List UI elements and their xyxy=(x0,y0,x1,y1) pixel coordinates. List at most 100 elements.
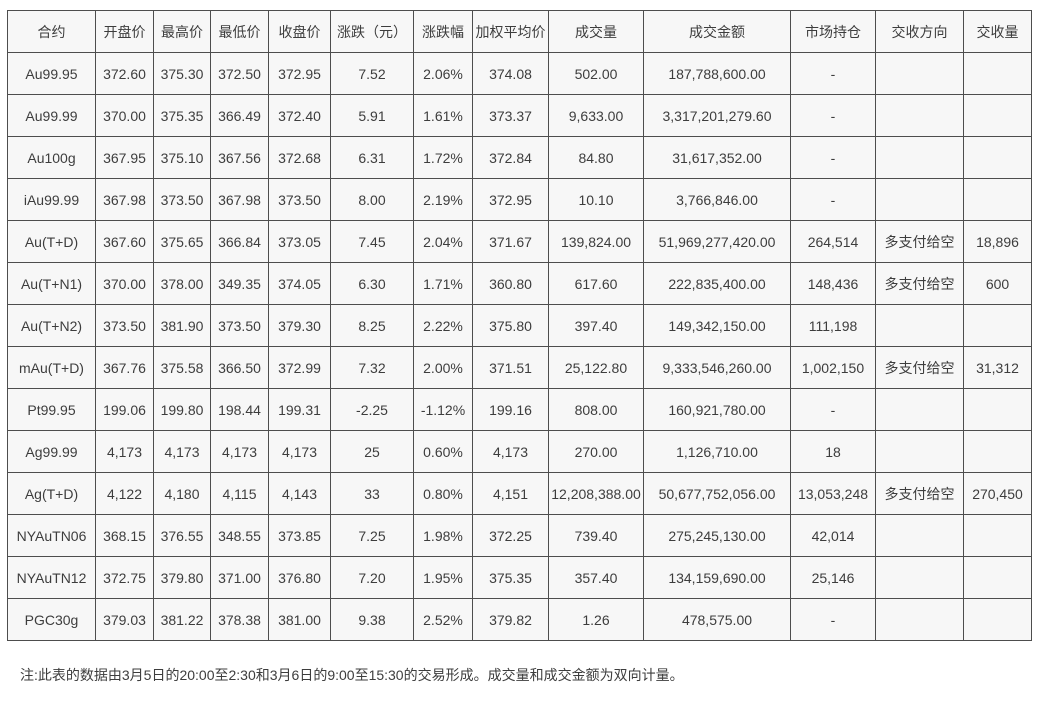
table-cell: 111,198 xyxy=(790,304,876,347)
table-cell: Au(T+N2) xyxy=(7,304,96,347)
column-header: 最低价 xyxy=(210,10,269,53)
table-row: iAu99.99 367.98 373.50 367.98 373.50 8.00 2.19… xyxy=(7,178,1032,221)
table-cell: 4,173 xyxy=(153,430,211,473)
table-cell: PGC30g xyxy=(7,598,96,641)
table-cell: 1.95% xyxy=(413,556,473,599)
column-header: 合约 xyxy=(7,10,96,53)
table-cell: 9,633.00 xyxy=(548,94,644,137)
table-cell: 600 xyxy=(963,262,1032,305)
table-cell: 381.22 xyxy=(153,598,211,641)
table-cell: Ag99.99 xyxy=(7,430,96,473)
table-cell: 222,835,400.00 xyxy=(643,262,791,305)
table-cell: Au(T+N1) xyxy=(7,262,96,305)
table-cell: 367.76 xyxy=(95,346,154,389)
table-cell: 187,788,600.00 xyxy=(643,52,791,95)
table-cell xyxy=(875,598,964,641)
table-cell: 381.90 xyxy=(153,304,211,347)
table-cell: 134,159,690.00 xyxy=(643,556,791,599)
table-cell: 1.71% xyxy=(413,262,473,305)
table-row: Au100g 367.95 375.10 367.56 372.68 6.31 1.72% 3… xyxy=(7,136,1032,179)
column-header: 交收方向 xyxy=(875,10,964,53)
table-cell: 376.55 xyxy=(153,514,211,557)
table-cell: 4,180 xyxy=(153,472,211,515)
table-cell: 8.00 xyxy=(330,178,414,221)
table-cell: 9,333,546,260.00 xyxy=(643,346,791,389)
table-cell: 375.80 xyxy=(472,304,549,347)
table-cell: NYAuTN06 xyxy=(7,514,96,557)
table-cell: 370.00 xyxy=(95,94,154,137)
table-cell xyxy=(963,598,1032,641)
table-cell: 9.38 xyxy=(330,598,414,641)
table-cell: 25,146 xyxy=(790,556,876,599)
table-cell: - xyxy=(790,52,876,95)
table-cell: 13,053,248 xyxy=(790,472,876,515)
table-cell: Ag(T+D) xyxy=(7,472,96,515)
table-cell: 371.67 xyxy=(472,220,549,263)
table-cell: 25,122.80 xyxy=(548,346,644,389)
table-cell: 1.72% xyxy=(413,136,473,179)
table-cell: 18,896 xyxy=(963,220,1032,263)
column-header: 市场持仓 xyxy=(790,10,876,53)
table-cell: 1,126,710.00 xyxy=(643,430,791,473)
table-cell: 31,617,352.00 xyxy=(643,136,791,179)
table-cell: -1.12% xyxy=(413,388,473,431)
table-cell xyxy=(963,178,1032,221)
table-cell: 2.00% xyxy=(413,346,473,389)
table-cell: 7.45 xyxy=(330,220,414,263)
table-cell: 373.05 xyxy=(268,220,331,263)
table-cell xyxy=(875,136,964,179)
table-cell: iAu99.99 xyxy=(7,178,96,221)
table-cell: 6.30 xyxy=(330,262,414,305)
table-cell: 275,245,130.00 xyxy=(643,514,791,557)
table-cell: 270,450 xyxy=(963,472,1032,515)
table-cell: 372.40 xyxy=(268,94,331,137)
table-cell: 多支付给空 xyxy=(875,220,964,263)
table-row: Au99.99 370.00 375.35 366.49 372.40 5.91 1.61%… xyxy=(7,94,1032,137)
table-cell: 139,824.00 xyxy=(548,220,644,263)
footnote: 注:此表的数据由3月5日的20:00至2:30和3月6日的9:00至15:30的… xyxy=(20,667,684,683)
table-cell: 367.95 xyxy=(95,136,154,179)
table-cell: 50,677,752,056.00 xyxy=(643,472,791,515)
table-cell: 2.19% xyxy=(413,178,473,221)
table-row: Ag99.99 4,173 4,173 4,173 4,173 25 0.60% 4,173 2… xyxy=(7,430,1032,473)
table-cell: 5.91 xyxy=(330,94,414,137)
table-cell: 1.98% xyxy=(413,514,473,557)
table-cell: 372.68 xyxy=(268,136,331,179)
table-cell xyxy=(875,178,964,221)
table-cell: 4,173 xyxy=(268,430,331,473)
table-cell xyxy=(875,430,964,473)
table-row: mAu(T+D) 367.76 375.58 366.50 372.99 7.32 2.00… xyxy=(7,346,1032,389)
table-cell: 502.00 xyxy=(548,52,644,95)
table-cell: 381.00 xyxy=(268,598,331,641)
table-cell: 378.00 xyxy=(153,262,211,305)
table-cell: 372.99 xyxy=(268,346,331,389)
table-cell: 373.50 xyxy=(268,178,331,221)
table-cell: 33 xyxy=(330,472,414,515)
table-cell: 199.80 xyxy=(153,388,211,431)
table-cell: mAu(T+D) xyxy=(7,346,96,389)
table-cell: 372.75 xyxy=(95,556,154,599)
table-row: Pt99.95 199.06 199.80 198.44 199.31 -2.25 -1.1… xyxy=(7,388,1032,431)
table-cell: 372.84 xyxy=(472,136,549,179)
table-cell: 4,173 xyxy=(472,430,549,473)
table-cell: 374.05 xyxy=(268,262,331,305)
table-cell: 375.65 xyxy=(153,220,211,263)
table-header: 合约 开盘价 最高价 最低价 收盘价 涨跌（元） 涨跌幅 加权平均价 成交量 成交金额 市场持仓 交收… xyxy=(7,10,1032,53)
table-cell: 367.98 xyxy=(210,178,269,221)
table-cell: 7.52 xyxy=(330,52,414,95)
table-cell: 349.35 xyxy=(210,262,269,305)
table-cell: 371.51 xyxy=(472,346,549,389)
table-cell xyxy=(875,556,964,599)
table-cell: 2.04% xyxy=(413,220,473,263)
table-row: NYAuTN06 368.15 376.55 348.55 373.85 7.25 1.98… xyxy=(7,514,1032,557)
table-cell: 199.06 xyxy=(95,388,154,431)
table-cell: 379.82 xyxy=(472,598,549,641)
table-cell: 375.10 xyxy=(153,136,211,179)
table-cell: 373.37 xyxy=(472,94,549,137)
table-cell: 4,115 xyxy=(210,472,269,515)
table-cell: NYAuTN12 xyxy=(7,556,96,599)
table-cell: Au(T+D) xyxy=(7,220,96,263)
table-cell xyxy=(875,388,964,431)
column-header: 加权平均价 xyxy=(472,10,549,53)
